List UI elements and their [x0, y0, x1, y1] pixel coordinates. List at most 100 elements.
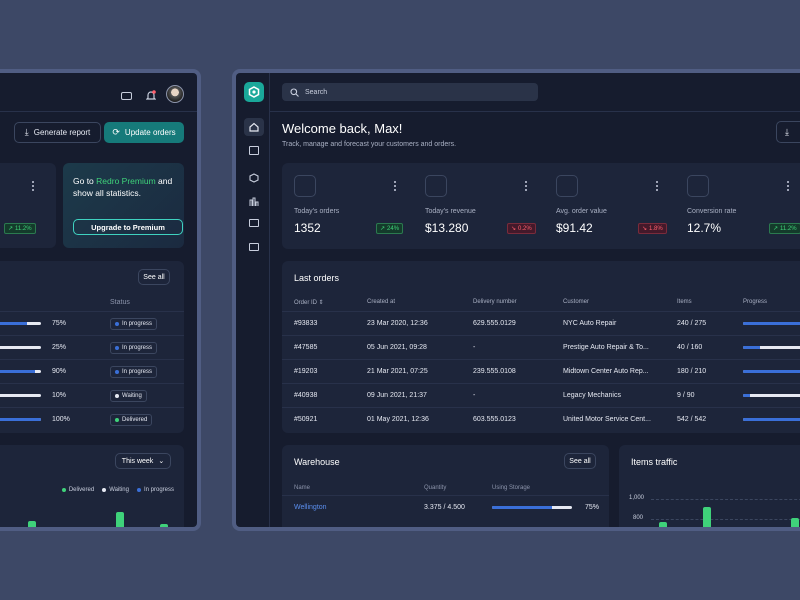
bell-icon[interactable]	[145, 89, 157, 101]
search-input[interactable]: Search	[305, 88, 328, 96]
inbox-icon[interactable]	[249, 146, 259, 155]
progress-pct: 10%	[52, 392, 67, 399]
progress-fill	[743, 370, 800, 373]
traffic-bar	[791, 518, 799, 527]
card-icon[interactable]	[249, 243, 259, 251]
more-icon[interactable]	[392, 181, 398, 191]
table-row[interactable]: 100% Delivered	[0, 407, 184, 431]
more-icon[interactable]	[523, 181, 529, 191]
chart-bar	[28, 521, 36, 527]
cell-created: 05 Jun 2021, 09:28	[367, 344, 427, 351]
download-button[interactable]: ⤓	[776, 121, 800, 143]
status-badge: Waiting	[110, 389, 147, 402]
stat-value: 12.7%	[687, 221, 722, 235]
chart-legend: Delivered Waiting In progress	[61, 487, 174, 493]
stat-badge: ↘ 1.8%	[638, 223, 667, 234]
table-row[interactable]: #93833 23 Mar 2020, 12:36 629.555.0129 NYC …	[282, 311, 800, 335]
see-all-button[interactable]: See all	[138, 269, 170, 285]
warehouse-card: Warehouse See all Name Quantity Using St…	[282, 445, 609, 527]
cell-created: 23 Mar 2020, 12:36	[367, 320, 428, 327]
progress-pct: 100%	[52, 416, 70, 423]
avatar[interactable]	[166, 85, 184, 103]
briefcase-icon[interactable]	[249, 219, 259, 227]
stats-card: Today's orders 1352 ↗ 24% Today's revenue $13…	[282, 163, 800, 249]
status-dot	[115, 369, 119, 374]
column-header[interactable]: Order ID ⇕	[294, 300, 324, 306]
column-header: Items	[677, 299, 692, 305]
box-icon[interactable]	[249, 170, 259, 188]
table-row[interactable]: #40938 09 Jun 2021, 21:37 - Legacy Mechanic…	[282, 383, 800, 407]
stat-item: Today's orders 1352 ↗ 24%	[294, 163, 414, 249]
stat-item: Conversion rate 12.7% ↗ 11.2%	[687, 163, 800, 249]
page-subtitle: Track, manage and forecast your customer…	[282, 141, 457, 148]
cell-items: 240 / 275	[677, 320, 707, 327]
table-row[interactable]: 10% Waiting	[0, 383, 184, 407]
stat-label: Today's orders	[294, 208, 340, 215]
search-bar[interactable]: Search	[282, 83, 538, 101]
cell-items: 9 / 90	[677, 392, 695, 399]
table-row[interactable]: 75% In progress	[0, 311, 184, 335]
legend-item: Delivered	[61, 487, 95, 493]
receipt-icon	[425, 175, 447, 197]
cell-delivery: -	[473, 344, 476, 351]
storage-pct: 75%	[585, 504, 600, 511]
right-window: Search Welcome back, Max! Track, manage …	[232, 69, 800, 531]
legend-dot	[102, 488, 107, 492]
column-header: Customer	[563, 299, 590, 305]
progress-bar	[0, 418, 41, 421]
clipboard-icon	[556, 175, 578, 197]
premium-text: Go to Redro Premium and show all statist…	[73, 176, 173, 198]
stat-value: $91.42	[556, 221, 593, 235]
storage-bar	[492, 506, 572, 509]
items-traffic-title: Items traffic	[631, 457, 678, 467]
stat-label: Conversion rate	[687, 208, 737, 215]
status-label: In progress	[122, 320, 153, 327]
period-select[interactable]: This week ⌄	[115, 453, 171, 469]
column-header: Progress	[743, 299, 768, 305]
progress-bar	[743, 322, 800, 325]
sort-icon: ⇕	[317, 300, 324, 306]
home-icon[interactable]	[244, 118, 264, 136]
table-row[interactable]: #50921 01 May 2021, 12:36 603.555.0123 Unit…	[282, 407, 800, 431]
cell-created: 01 May 2021, 12:36	[367, 416, 429, 423]
cell-id: #40938	[294, 392, 318, 399]
chart-icon[interactable]	[249, 194, 259, 212]
mail-icon[interactable]	[121, 92, 132, 100]
progress-fill	[743, 394, 750, 397]
generate-report-button[interactable]: ⤓ Generate report	[14, 122, 101, 143]
table-row[interactable]: 25% In progress	[0, 335, 184, 359]
update-orders-button[interactable]: ⟳ Update orders	[104, 122, 184, 143]
warehouse-see-all-button[interactable]: See all	[564, 453, 596, 469]
status-label: Delivered	[122, 416, 148, 423]
status-badge: Delivered	[110, 413, 153, 426]
warehouse-name[interactable]: Wellington	[294, 504, 327, 511]
stat-badge: ↘ 0.2%	[507, 223, 536, 234]
progress-bar	[0, 322, 41, 325]
stat-badge: ↗ 11.2%	[769, 223, 800, 234]
search-icon	[290, 87, 299, 97]
status-dot	[115, 393, 119, 398]
status-badge: In progress	[110, 365, 158, 378]
inbox-icon	[294, 175, 316, 197]
stat-value: $13.280	[425, 221, 469, 235]
cell-id: #47585	[294, 344, 318, 351]
download-icon: ⤓	[24, 127, 29, 137]
table-row[interactable]: #19203 21 Mar 2021, 07:25 239.555.0108 Midt…	[282, 359, 800, 383]
legend-dot	[136, 488, 141, 492]
arrow-up-icon: ↗	[380, 226, 386, 232]
legend-label: Delivered	[68, 487, 95, 493]
more-icon[interactable]	[654, 181, 660, 191]
cell-delivery: -	[473, 392, 476, 399]
table-row[interactable]: 90% In progress	[0, 359, 184, 383]
table-row[interactable]: #47585 05 Jun 2021, 09:28 - Prestige Auto R…	[282, 335, 800, 359]
more-icon[interactable]	[785, 181, 791, 191]
progress-bar	[743, 394, 800, 397]
warehouse-row[interactable]: Wellington 3.375 / 4.500 75%	[282, 495, 609, 519]
y-tick: 1,000	[629, 495, 645, 501]
cell-created: 09 Jun 2021, 21:37	[367, 392, 427, 399]
more-icon[interactable]	[30, 181, 36, 191]
cell-id: #93833	[294, 320, 318, 327]
cell-customer: Legacy Mechanics	[563, 392, 621, 399]
cell-items: 180 / 210	[677, 368, 707, 375]
upgrade-button[interactable]: Upgrade to Premium	[73, 219, 183, 235]
